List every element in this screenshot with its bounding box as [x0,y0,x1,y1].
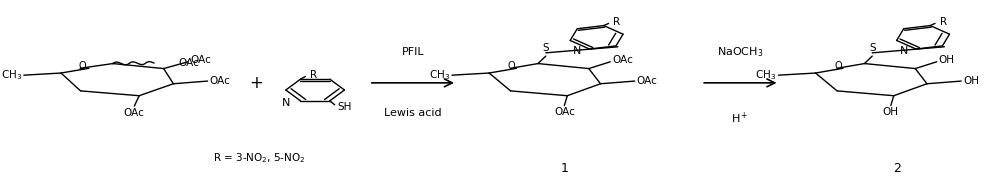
Text: OAc: OAc [178,58,199,68]
Text: N: N [573,46,582,56]
Text: O: O [78,61,86,71]
Text: O: O [834,61,842,71]
Text: OAc: OAc [210,76,230,86]
Text: OAc: OAc [612,55,633,65]
Text: 1: 1 [560,162,568,175]
Text: N: N [282,98,291,108]
Text: S: S [869,43,876,53]
Text: CH$_3$: CH$_3$ [1,68,22,82]
Text: SH: SH [338,102,352,112]
Text: NaOCH$_3$: NaOCH$_3$ [717,46,763,59]
Text: CH$_3$: CH$_3$ [429,68,450,82]
Text: CH$_3$: CH$_3$ [755,68,776,82]
Text: PFIL: PFIL [402,48,424,57]
Text: R: R [940,17,947,27]
Text: OAc: OAc [190,55,211,65]
Text: Lewis acid: Lewis acid [384,108,442,118]
Text: 2: 2 [893,162,901,175]
Text: O: O [508,61,515,71]
Text: OH: OH [939,55,955,65]
Text: N: N [900,46,908,56]
Text: S: S [542,43,549,53]
Text: OAc: OAc [124,108,145,118]
Text: R: R [310,70,317,80]
Text: R: R [613,17,621,27]
Text: +: + [250,74,263,92]
Text: R = 3-NO$_2$, 5-NO$_2$: R = 3-NO$_2$, 5-NO$_2$ [213,151,305,165]
Text: H$^+$: H$^+$ [731,111,749,126]
Text: OH: OH [883,107,899,117]
Text: OH: OH [963,76,979,86]
Text: OAc: OAc [637,76,658,86]
Text: OAc: OAc [554,107,575,117]
